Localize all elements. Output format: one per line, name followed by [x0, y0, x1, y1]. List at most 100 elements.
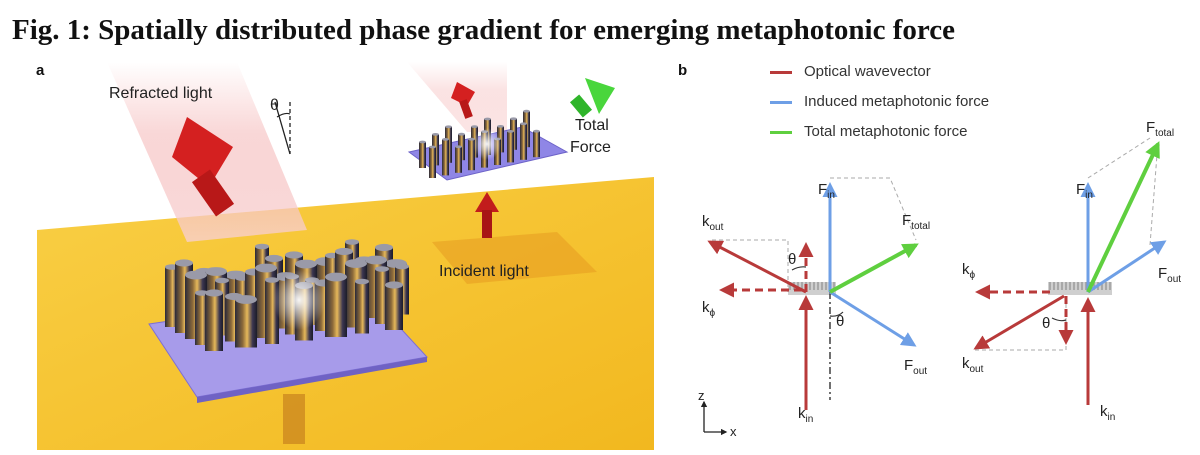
incident-light-arrow: [475, 192, 499, 238]
left-k-out-arrow: [707, 240, 807, 294]
nanopillar: [455, 146, 462, 173]
nanopillar-top: [345, 259, 367, 268]
right-f-total-arrow: [1086, 141, 1160, 293]
left-f-total-arrow: [829, 243, 919, 294]
right-k-out-arrow: [973, 294, 1065, 350]
nanopillar-top: [295, 259, 317, 269]
nanopillar-top: [255, 263, 277, 273]
right-vector-diagram: [973, 137, 1167, 405]
nanopillar-top: [520, 122, 527, 126]
nanopillar-top: [385, 281, 403, 289]
right-f-out-label: Fout: [1158, 265, 1181, 285]
axes-indicator: z x: [698, 388, 737, 439]
nanopillar-top: [432, 133, 439, 136]
nanopillar-top: [335, 247, 353, 256]
right-k-phi-label: kϕ: [962, 261, 976, 281]
axis-z-label: z: [698, 388, 705, 403]
nanopillar-top: [235, 295, 257, 304]
refracted-light-label: Refracted light: [109, 85, 213, 102]
nanopillar-top: [365, 255, 387, 265]
nanopillar-top: [285, 251, 303, 259]
nanopillar-top: [215, 277, 229, 284]
nanopillar-top: [375, 243, 393, 252]
total-force-label-2: Force: [570, 139, 611, 156]
left-f-out-arrow: [829, 290, 917, 347]
nanopillar-top: [265, 277, 279, 283]
nanopillar: [429, 147, 436, 178]
panel-a-letter: a: [36, 62, 45, 79]
nanopillar-top: [523, 109, 530, 113]
nanopillar-top: [507, 130, 514, 133]
left-theta-top: θ: [788, 251, 796, 268]
nanopillar-top: [442, 138, 449, 141]
nanopillar: [507, 131, 514, 163]
nanopillar-top: [471, 125, 478, 128]
nanopillar-top: [175, 259, 193, 267]
nanopillar: [325, 277, 347, 337]
nanopillar: [205, 293, 223, 351]
left-f-total-label: Ftotal: [902, 212, 930, 232]
legend-swatch-green: [770, 130, 792, 134]
small-refracted-arrow: [451, 82, 475, 119]
left-f-in-label: Fin: [818, 181, 835, 201]
legend-label: Optical wavevector: [804, 63, 931, 80]
right-f-total-label: Ftotal: [1146, 119, 1174, 139]
nanopillar: [442, 139, 449, 176]
nanopillar: [235, 299, 257, 348]
legend-swatch-blue: [770, 100, 792, 104]
nanopillar-top: [345, 239, 359, 245]
legend-swatch-red: [770, 70, 792, 74]
right-k-in-label: kin: [1100, 403, 1115, 423]
right-f-out-arrow: [1087, 240, 1167, 294]
nanopillar-top: [429, 145, 436, 149]
nanopillar-top: [185, 270, 207, 280]
left-k-in-label: kin: [798, 405, 813, 425]
left-k-out-label: kout: [702, 213, 724, 233]
nanopillar: [419, 142, 426, 168]
nanopillar-top: [458, 132, 465, 136]
panel-b-vector-diagram: Optical wavevector Induced metaphotonic …: [680, 60, 1196, 450]
metasurface-stand: [283, 394, 305, 444]
glow-big: [273, 270, 325, 330]
legend-label: Induced metaphotonic force: [804, 93, 990, 110]
nanopillar-top: [205, 267, 227, 276]
left-theta-bottom: θ: [836, 313, 844, 330]
nanopillar-top: [497, 125, 504, 128]
right-theta: θ: [1042, 315, 1050, 332]
nanopillar-top: [419, 140, 426, 144]
axis-x-label: x: [730, 424, 737, 439]
glow-small: [473, 128, 501, 160]
incident-light-label: Incident light: [439, 263, 529, 280]
right-k-out-label: kout: [962, 355, 984, 375]
right-f-in-label: Fin: [1076, 181, 1093, 201]
nanopillar-top: [445, 125, 452, 129]
panel-a-illustration: Refracted light θ Total Force Incident l…: [37, 62, 654, 450]
nanopillar: [520, 123, 527, 160]
nanopillar-top: [510, 117, 517, 121]
legend-item-total-force: Total metaphotonic force: [770, 123, 967, 140]
nanopillar-top: [355, 278, 369, 285]
theta-ray: [274, 101, 291, 155]
nanopillar-top: [325, 272, 347, 282]
nanopillar: [533, 131, 540, 158]
incident-shadow: [432, 232, 597, 284]
nanopillar-top: [255, 243, 269, 250]
left-grating: [788, 282, 836, 295]
refracted-light-arrow: [172, 117, 235, 217]
nanopillar-top: [205, 289, 223, 297]
theta-label-a: θ: [270, 97, 279, 114]
legend-label: Total metaphotonic force: [804, 123, 968, 140]
panel-a-svg: Refracted light θ Total Force Incident l…: [37, 62, 654, 450]
nanopillar-top: [484, 117, 491, 121]
nanopillar-top: [265, 254, 283, 263]
panel-b-svg: z x Fin Ftotal kout kϕ θ θ Fout kin Fin …: [698, 119, 1181, 439]
legend-item-induced-force: Induced metaphotonic force: [770, 93, 989, 110]
total-force-arrow: [569, 78, 615, 118]
metasurface-edge: [197, 357, 427, 403]
total-force-label-1: Total: [575, 117, 609, 134]
nanopillar: [385, 285, 403, 330]
nanopillar-top: [455, 145, 462, 149]
left-vector-diagram: [707, 177, 919, 410]
nanopillar-top: [533, 129, 540, 133]
left-k-phi-label: kϕ: [702, 299, 716, 319]
